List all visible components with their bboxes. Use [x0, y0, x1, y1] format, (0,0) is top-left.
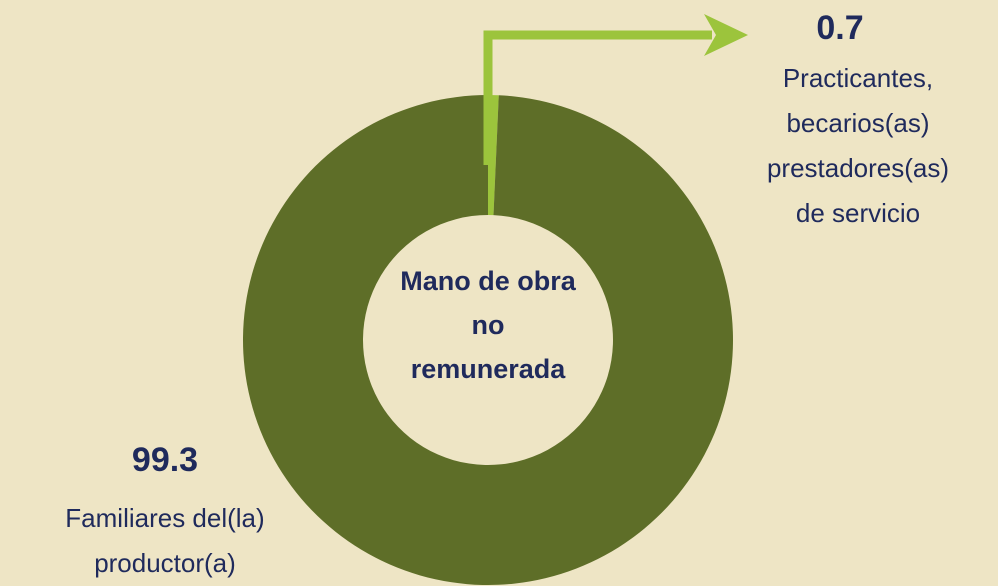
value-label: 0.7 [816, 9, 863, 47]
category-label: Practicantes, becarios(as) prestadores(as)… [767, 63, 949, 228]
leader-arrow [704, 14, 748, 56]
center-label: Mano de obra no remunerada [400, 266, 576, 384]
value-label: 99.3 [132, 441, 198, 479]
leader-line [483, 30, 712, 165]
category-label: Familiares del(la) productor(a) [65, 503, 264, 578]
donut-slice [242, 95, 734, 585]
